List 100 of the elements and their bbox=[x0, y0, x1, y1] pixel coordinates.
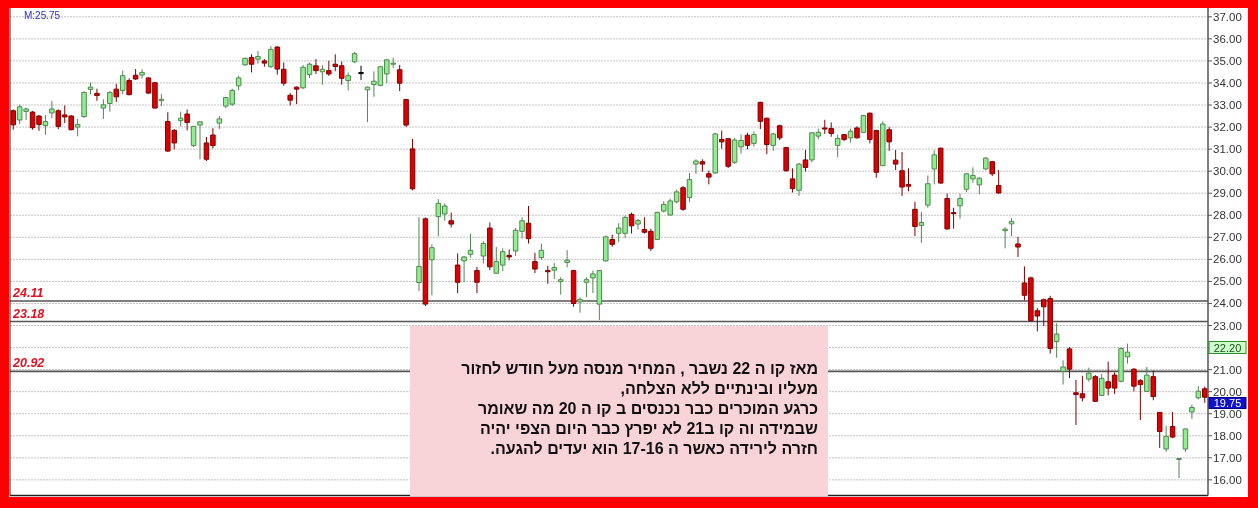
y-tick-label: 35.00 bbox=[1213, 54, 1242, 67]
candlestick bbox=[699, 158, 706, 173]
text: 22.20 bbox=[1213, 341, 1242, 354]
candlestick bbox=[126, 77, 132, 96]
y-tick-label: 32.00 bbox=[1213, 121, 1242, 134]
candlestick bbox=[912, 201, 918, 237]
candlestick bbox=[158, 93, 165, 107]
candlestick bbox=[551, 262, 558, 280]
candlestick bbox=[570, 269, 577, 308]
y-tick-label: 28.00 bbox=[1213, 209, 1242, 222]
candlestick bbox=[680, 185, 686, 212]
candlestick bbox=[609, 234, 615, 248]
candlestick bbox=[42, 114, 49, 136]
ref-line-label: 20.92 bbox=[12, 356, 45, 371]
candlestick bbox=[1053, 322, 1060, 359]
y-tick-label: 31.00 bbox=[1213, 143, 1242, 156]
candlestick bbox=[319, 64, 326, 86]
candlestick bbox=[403, 98, 409, 128]
candlestick bbox=[654, 211, 661, 241]
candlestick bbox=[525, 205, 532, 244]
candlestick bbox=[892, 149, 899, 171]
annotation: מאז קו ה 22 נשבר , המחיר מנסה מעל חודש לחזור מעליו ובינתיים ללא הצלחה, כרגע המוכרים כבר נכנסים ב קו ה 20 מה שאומר שבמידה וה קו ב21 לא יפרץ כבר היום הצפי יהיה חזרה לירידה כאשר ה 17-16 הוא יעדים להגעה. bbox=[461, 360, 819, 457]
candlestick bbox=[802, 149, 809, 173]
candlestick bbox=[454, 252, 461, 294]
y-tick-label: 23.00 bbox=[1213, 319, 1242, 332]
candlestick bbox=[783, 146, 789, 173]
candlestick bbox=[918, 211, 925, 244]
candlestick bbox=[693, 158, 699, 175]
candlestick bbox=[628, 212, 635, 235]
candlestick bbox=[1182, 427, 1189, 453]
candlestick bbox=[1150, 370, 1157, 401]
candlestick bbox=[429, 243, 435, 296]
candlestick bbox=[113, 83, 120, 103]
candlestick bbox=[1176, 457, 1182, 479]
candlestick bbox=[396, 64, 403, 92]
candlestick bbox=[1060, 359, 1066, 386]
candlestick bbox=[1169, 411, 1176, 439]
y-tick-label: 18.00 bbox=[1213, 429, 1242, 442]
y-tick-label: 17.00 bbox=[1213, 451, 1242, 464]
candlestick bbox=[255, 50, 261, 65]
candlestick bbox=[216, 115, 223, 130]
candlestick bbox=[789, 167, 796, 194]
candlestick bbox=[416, 216, 422, 292]
y-tick-label: 34.00 bbox=[1213, 76, 1242, 89]
y-tick-label: 25.00 bbox=[1213, 275, 1242, 288]
candlestick bbox=[1008, 217, 1015, 237]
candlestick bbox=[751, 130, 757, 148]
candlestick bbox=[841, 133, 847, 142]
y-tick-label: 24.00 bbox=[1213, 297, 1242, 310]
candlestick bbox=[139, 68, 145, 80]
candlestick bbox=[925, 175, 931, 209]
candlestick bbox=[1144, 366, 1150, 393]
candlestick bbox=[583, 276, 590, 298]
candlestick bbox=[1098, 373, 1105, 397]
candlestick bbox=[49, 100, 55, 119]
candlestick bbox=[886, 126, 892, 152]
candlestick bbox=[326, 60, 332, 77]
annotation: M:25.75 bbox=[24, 10, 61, 21]
ref-line-label: 23.18 bbox=[12, 306, 45, 321]
candlestick bbox=[1163, 425, 1169, 453]
candlestick bbox=[983, 156, 989, 171]
candlestick bbox=[989, 160, 995, 177]
candlestick bbox=[957, 193, 963, 220]
candlestick bbox=[351, 51, 358, 64]
candlestick bbox=[545, 265, 551, 285]
candlestick bbox=[995, 169, 1002, 195]
candlestick bbox=[293, 85, 300, 105]
y-tick-label: 21.00 bbox=[1213, 363, 1242, 376]
candlestick bbox=[268, 45, 274, 69]
candlestick bbox=[577, 296, 583, 314]
y-tick-label: 27.00 bbox=[1213, 231, 1242, 244]
candlestick bbox=[538, 242, 545, 261]
candlestick bbox=[1002, 226, 1008, 249]
y-tick-label: 33.00 bbox=[1213, 99, 1242, 112]
y-tick-label: 19.00 bbox=[1213, 407, 1242, 420]
candlestick bbox=[706, 170, 712, 185]
candlestick bbox=[506, 248, 512, 261]
candlestick bbox=[744, 132, 751, 150]
candlestick bbox=[197, 121, 203, 160]
candlestick bbox=[1086, 367, 1092, 383]
candlestick bbox=[448, 212, 454, 228]
candlestick bbox=[603, 235, 609, 263]
candlestick bbox=[487, 222, 493, 271]
candlestick bbox=[796, 162, 802, 197]
candlestick bbox=[248, 53, 255, 73]
y-tick-label: 26.00 bbox=[1213, 253, 1242, 266]
candlestick bbox=[461, 255, 467, 283]
candlestick bbox=[345, 71, 351, 91]
candlestick bbox=[635, 218, 641, 231]
candlestick bbox=[834, 134, 841, 158]
candlestick bbox=[184, 108, 190, 131]
y-tick-label: 20.00 bbox=[1213, 385, 1242, 398]
candlestick bbox=[557, 276, 564, 296]
candlestick bbox=[74, 118, 81, 137]
candlestick bbox=[879, 120, 886, 167]
y-tick-label: 29.00 bbox=[1213, 187, 1242, 200]
candlestick bbox=[854, 125, 860, 140]
candlestick bbox=[1202, 386, 1208, 404]
candlestick bbox=[409, 138, 416, 191]
candlestick bbox=[287, 92, 293, 106]
